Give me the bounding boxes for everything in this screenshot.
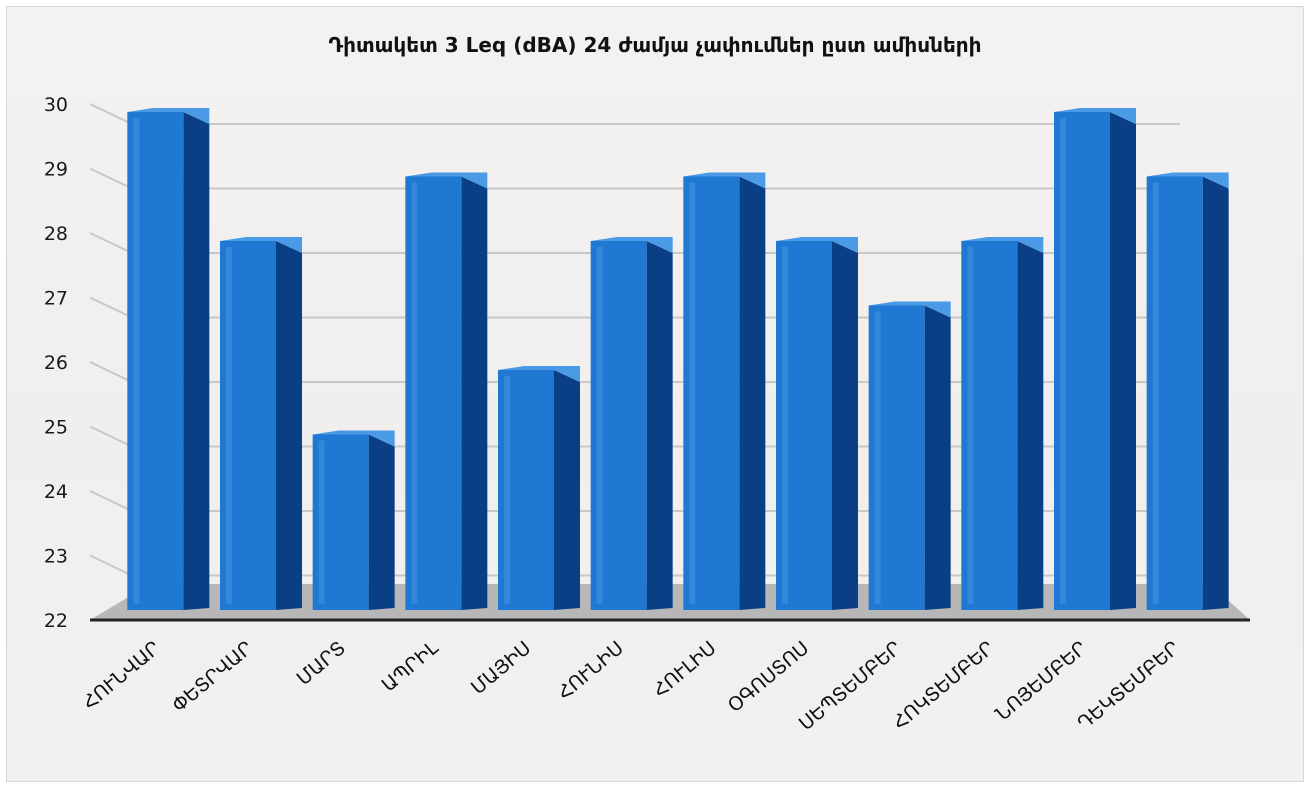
bar-front <box>961 241 1018 610</box>
x-tick-label: ՀՈՒԼԻՍ <box>649 637 721 702</box>
bar-side <box>1202 176 1229 610</box>
bar-front <box>776 241 832 610</box>
bar-front <box>312 434 369 610</box>
bar-highlight <box>596 247 603 604</box>
bar-highlight <box>689 182 696 604</box>
y-tick-label: 23 <box>44 546 68 568</box>
bar-top <box>868 301 951 318</box>
bar-side <box>276 241 302 610</box>
gridline <box>89 103 1180 125</box>
bar <box>498 366 580 610</box>
x-tick-label: ՀՈՒՆԻՍ <box>554 637 628 704</box>
bar <box>405 172 488 610</box>
x-tick-label: ՄԱՐՏ <box>293 637 350 690</box>
bar-top <box>127 108 210 124</box>
bar-front <box>498 370 554 610</box>
bar-top <box>498 366 580 382</box>
bar-highlight <box>504 376 510 604</box>
bar-front <box>1054 112 1110 610</box>
bar-front <box>868 305 925 610</box>
bar <box>1146 172 1229 610</box>
y-tick-label: 29 <box>44 159 68 181</box>
bar-highlight <box>133 118 140 604</box>
bars <box>127 108 1229 610</box>
x-tick-label: ՀՈՒՆՎԱՐ <box>79 637 165 714</box>
bar <box>776 237 858 610</box>
x-tick-label: ՆՈՅԵՄԲԵՐ <box>992 637 1092 726</box>
bar-side <box>183 112 210 610</box>
bar-front <box>1146 176 1203 610</box>
bar-front <box>127 112 184 610</box>
bar-side <box>461 176 488 610</box>
bar-top <box>1054 108 1136 124</box>
bar <box>590 237 673 610</box>
y-tick-label: 26 <box>44 352 68 374</box>
bar-top <box>220 237 302 253</box>
y-tick-label: 30 <box>44 94 68 116</box>
bar-side <box>739 176 766 610</box>
bar-top <box>776 237 858 253</box>
bar-top <box>1146 172 1229 189</box>
x-axis-labels: ՀՈՒՆՎԱՐ ՓԵՏՐՎԱՐ ՄԱՐՏ ԱՊՐԻԼ ՄԱՅԻՍ ՀՈՒՆԻՍ ՀՈՒԼԻՍ… <box>79 636 1184 735</box>
bar-side <box>646 241 673 610</box>
bar-side <box>924 305 951 610</box>
bar-side <box>554 370 580 610</box>
bar <box>312 430 395 610</box>
bar-top <box>590 237 673 253</box>
x-tick-label: ԴԵԿՏԵՄԲԵՐ <box>1074 637 1184 735</box>
bar-highlight <box>226 247 232 604</box>
bar-highlight <box>411 182 418 604</box>
bar-top <box>312 430 395 447</box>
x-tick-label: ԱՊՐԻԼ <box>378 636 444 696</box>
bar-top <box>683 172 766 189</box>
y-tick-label: 22 <box>44 610 68 632</box>
bar-highlight <box>1060 118 1066 604</box>
x-tick-label: ՄԱՅԻՍ <box>467 637 535 699</box>
bar <box>1054 108 1136 610</box>
bar-top <box>405 172 488 189</box>
bar-top <box>961 237 1044 253</box>
gridline <box>89 167 1180 190</box>
bar-highlight <box>318 440 325 604</box>
chart-title: Դիտակետ 3 Leq (dBA) 24 ժամյա չափումներ ը… <box>328 33 981 57</box>
bar <box>961 237 1044 610</box>
y-tick-label: 27 <box>44 288 68 310</box>
x-tick-label: ՕԳՈՍՏՈՍ <box>724 637 813 717</box>
bar <box>683 172 766 610</box>
x-tick-label: ՍԵՊՏԵՄԲԵՐ <box>795 637 906 735</box>
y-tick-label: 24 <box>44 481 68 503</box>
y-tick-label: 28 <box>44 223 68 245</box>
bar-highlight <box>782 247 788 604</box>
bar-front <box>220 241 276 610</box>
y-axis-ticks: 22 23 24 25 26 27 28 29 30 <box>44 94 68 632</box>
bar-front <box>405 176 462 610</box>
bar-front <box>683 176 740 610</box>
bar-highlight <box>967 247 974 604</box>
bar <box>127 108 210 610</box>
x-tick-label: ՓԵՏՐՎԱՐ <box>168 637 257 717</box>
bar-side <box>832 241 858 610</box>
bar-highlight <box>874 311 881 604</box>
bar-front <box>590 241 647 610</box>
bar-side <box>368 434 395 610</box>
bar-side <box>1017 241 1044 610</box>
bar-side <box>1110 112 1136 610</box>
x-tick-label: ՀՈԿՏԵՄԲԵՐ <box>889 637 999 734</box>
bar <box>220 237 302 610</box>
bar <box>868 301 951 610</box>
y-tick-label: 25 <box>44 417 68 439</box>
bar-highlight <box>1152 182 1159 604</box>
